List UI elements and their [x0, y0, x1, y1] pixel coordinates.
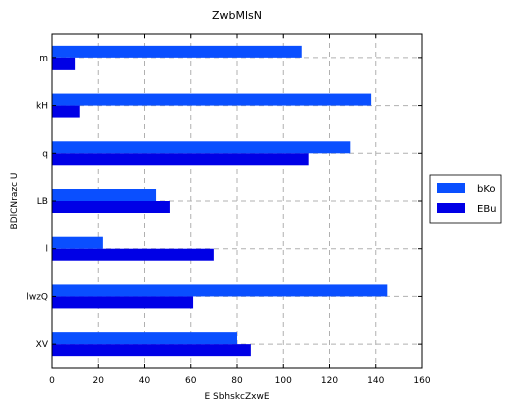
bar-bKo-l: [52, 236, 103, 249]
bar-EBu-LB: [52, 201, 170, 213]
y-tick-label: q: [42, 149, 48, 159]
x-tick-label: 20: [93, 376, 105, 386]
y-tick-label: m: [39, 54, 48, 64]
bar-bKo-q: [52, 141, 351, 154]
legend-swatch-bKo: [437, 183, 465, 193]
x-tick-label: 100: [275, 376, 292, 386]
legend: bKo EBu: [429, 174, 502, 224]
bar-bKo-kH: [52, 93, 372, 106]
x-tick-label: 60: [185, 376, 197, 386]
x-tick-label: 140: [367, 376, 384, 386]
bar-EBu-XV: [52, 344, 251, 357]
bar-EBu-lwzQ: [52, 296, 194, 309]
bar-EBu-m: [52, 57, 76, 70]
bar-EBu-q: [52, 153, 309, 166]
x-tick-label: 80: [231, 376, 243, 386]
bar-bKo-m: [52, 45, 302, 58]
bar-bKo-LB: [52, 189, 157, 201]
x-tick-label: 160: [413, 376, 430, 386]
legend-swatch-EBu: [437, 203, 465, 213]
x-tick-label: 120: [321, 376, 338, 386]
x-axis: 0 20 40 60 80 100 120 140 160: [49, 34, 431, 386]
x-tick-label: 40: [139, 376, 151, 386]
chart-title: ZwbMlsN: [212, 9, 262, 22]
y-tick-label: XV: [36, 340, 49, 350]
y-tick-label: kH: [36, 102, 48, 112]
y-tick-label: lwzQ: [26, 292, 48, 302]
y-axis-label: BDlCNrazc U: [10, 173, 20, 230]
y-tick-label: LB: [37, 197, 48, 207]
legend-label-bKo: bKo: [477, 184, 496, 195]
y-tick-label: l: [45, 245, 48, 255]
bars: [52, 45, 388, 357]
x-tick-label: 0: [49, 376, 55, 386]
bar-bKo-XV: [52, 332, 237, 345]
bar-EBu-l: [52, 248, 214, 261]
legend-label-EBu: EBu: [477, 204, 497, 215]
bar-bKo-lwzQ: [52, 284, 388, 297]
y-axis: m kH q LB l lwzQ XV: [26, 54, 422, 350]
x-axis-label: E SbhskcZxwE: [204, 392, 269, 402]
legend-box: [429, 174, 502, 224]
bar-EBu-kH: [52, 105, 80, 118]
